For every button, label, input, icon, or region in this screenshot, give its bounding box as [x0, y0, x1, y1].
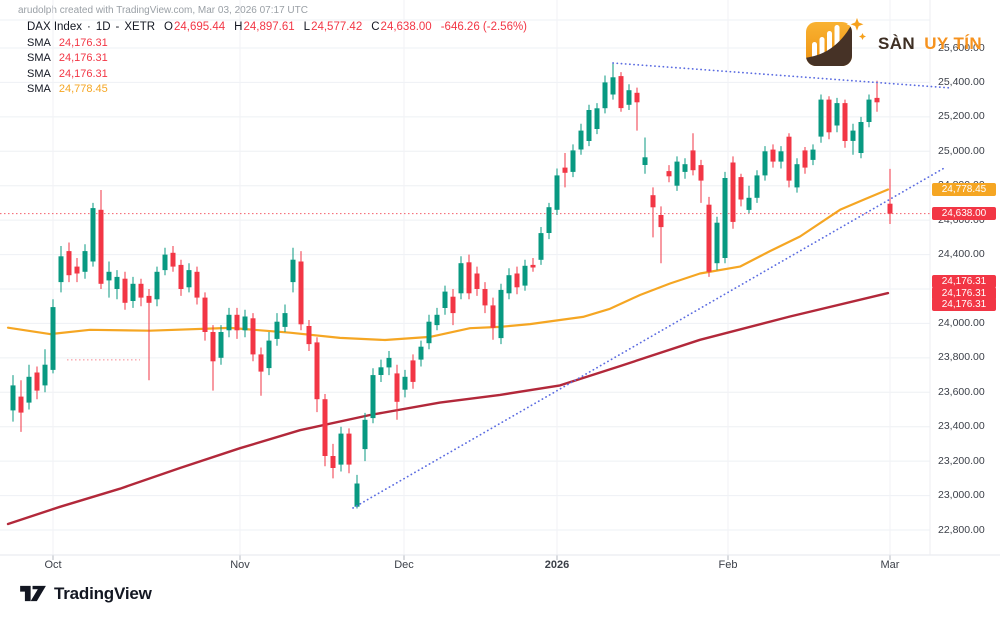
brand-name: SÀN UY TÍN [878, 34, 982, 54]
x-axis-label: Dec [394, 559, 414, 571]
sma-value: 24,176.31 [58, 36, 108, 49]
price-badge: 24,176.31 [932, 275, 996, 289]
y-axis-label: 24,400.00 [938, 248, 985, 261]
y-axis-label: 23,200.00 [938, 454, 985, 467]
legend-separator: · [86, 21, 91, 33]
sma-legend-row[interactable]: SMA 24,176.31 [27, 52, 527, 64]
x-axis-label: Feb [718, 559, 738, 571]
x-axis-label: Nov [230, 559, 250, 571]
x-axis-label: 2026 [544, 559, 570, 571]
sma-label: SMA [27, 67, 51, 80]
sparkle-star-small-icon [859, 33, 866, 40]
brand-name-accent: UY TÍN [924, 34, 983, 53]
price-badge: 24,176.31 [932, 286, 996, 300]
price-badge: 24,176.31 [932, 298, 996, 312]
sma-legend-row[interactable]: SMA 24,778.45 [27, 83, 527, 95]
y-axis-label: 23,400.00 [938, 420, 985, 433]
low-label: L [303, 21, 311, 33]
sma-label: SMA [27, 36, 51, 49]
sma-value: 24,176.31 [58, 67, 108, 80]
sma-value: 24,778.45 [58, 83, 108, 95]
y-axis-label: 25,000.00 [938, 144, 985, 157]
low-value: 24,577.42 [311, 21, 363, 33]
legend-separator: - [115, 21, 120, 33]
sma-line [6, 291, 890, 526]
sma-label: SMA [27, 52, 51, 64]
sma-legend-rows: SMA 24,176.31 SMA 24,176.31 SMA 24,176.31 SMA 2… [27, 37, 527, 96]
high-label: H [234, 21, 243, 33]
brand-chart-icon [806, 14, 868, 66]
trendline-descending-resistance [612, 62, 951, 89]
sparkle-star-icon [846, 14, 868, 35]
open-value: 24,695.44 [174, 21, 226, 33]
tradingview-logo[interactable]: TradingView [20, 583, 152, 604]
trendline-ascending-support [352, 166, 947, 509]
price-badge: 24,778.45 [932, 182, 996, 196]
sma-line [6, 188, 890, 342]
timeframe-label: 1D [95, 21, 111, 33]
y-axis-label: 23,600.00 [938, 385, 985, 398]
x-axis-label: Mar [880, 559, 900, 571]
brand-logo: SÀN UY TÍN [804, 12, 982, 70]
change-value: -646.26 (-2.56%) [440, 21, 528, 33]
price-axis[interactable]: 25,600.0025,400.0025,200.0025,000.0024,8… [930, 0, 1000, 556]
watermark-attribution: arudolph created with TradingView.com, M… [18, 5, 308, 16]
price-badge: 24,638.00 [932, 207, 996, 221]
y-axis-label: 25,600.00 [938, 41, 985, 54]
y-axis-label: 25,400.00 [938, 75, 985, 88]
sma-value: 24,176.31 [58, 52, 108, 64]
tradingview-text: TradingView [54, 583, 152, 603]
y-axis-label: 23,800.00 [938, 351, 985, 364]
legend-panel: DAX Index · 1D - XETR O 24,695.44 H 24,897… [27, 21, 527, 95]
sma-legend-row[interactable]: SMA 24,176.31 [27, 37, 527, 49]
sma-legend-row[interactable]: SMA 24,176.31 [27, 68, 527, 80]
time-axis[interactable]: Oct Nov Dec 2026 Feb Mar [0, 559, 1000, 575]
x-axis-label: Oct [44, 559, 62, 571]
open-label: O [164, 21, 173, 33]
exchange-label: XETR [124, 21, 156, 33]
y-axis-label: 23,000.00 [938, 489, 985, 502]
y-axis-label: 25,200.00 [938, 110, 985, 123]
y-axis-label: 22,800.00 [938, 523, 985, 536]
high-value: 24,897.61 [243, 21, 295, 33]
close-label: C [371, 21, 380, 33]
symbol-name: DAX Index [27, 21, 82, 33]
candles-layer [10, 63, 893, 509]
close-value: 24,638.00 [380, 21, 432, 33]
tradingview-icon [20, 585, 46, 602]
y-axis-label: 24,000.00 [938, 316, 985, 329]
brand-name-dark: SÀN [878, 34, 916, 53]
grid-layer [0, 0, 1000, 560]
symbol-legend[interactable]: DAX Index · 1D - XETR O 24,695.44 H 24,897… [27, 21, 527, 33]
sma-label: SMA [27, 83, 51, 95]
